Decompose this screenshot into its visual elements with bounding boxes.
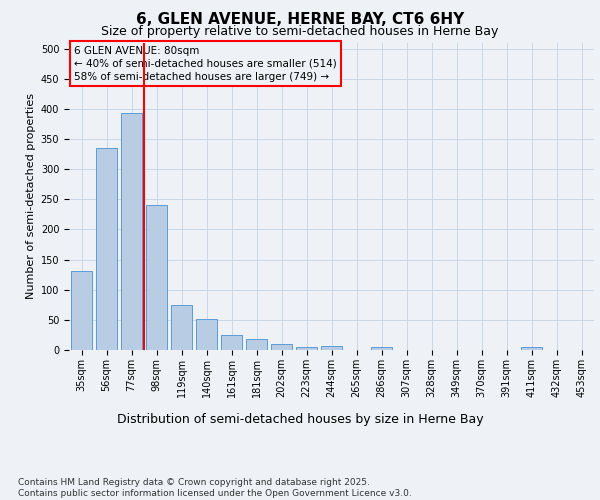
Bar	[221, 335, 242, 350]
Bar	[246, 338, 267, 350]
Text: 6 GLEN AVENUE: 80sqm
← 40% of semi-detached houses are smaller (514)
58% of semi: 6 GLEN AVENUE: 80sqm ← 40% of semi-detac…	[74, 46, 337, 82]
Bar	[296, 347, 317, 350]
Bar	[71, 271, 92, 350]
Bar	[171, 305, 192, 350]
Bar	[321, 346, 342, 350]
Bar	[146, 206, 167, 350]
Text: 6, GLEN AVENUE, HERNE BAY, CT6 6HY: 6, GLEN AVENUE, HERNE BAY, CT6 6HY	[136, 12, 464, 28]
Bar	[521, 347, 542, 350]
Bar	[196, 320, 217, 350]
Bar	[96, 148, 117, 350]
Bar	[371, 347, 392, 350]
Bar	[121, 113, 142, 350]
Bar	[271, 344, 292, 350]
Text: Size of property relative to semi-detached houses in Herne Bay: Size of property relative to semi-detach…	[101, 25, 499, 38]
Y-axis label: Number of semi-detached properties: Number of semi-detached properties	[26, 93, 37, 299]
Text: Distribution of semi-detached houses by size in Herne Bay: Distribution of semi-detached houses by …	[116, 412, 484, 426]
Text: Contains HM Land Registry data © Crown copyright and database right 2025.
Contai: Contains HM Land Registry data © Crown c…	[18, 478, 412, 498]
